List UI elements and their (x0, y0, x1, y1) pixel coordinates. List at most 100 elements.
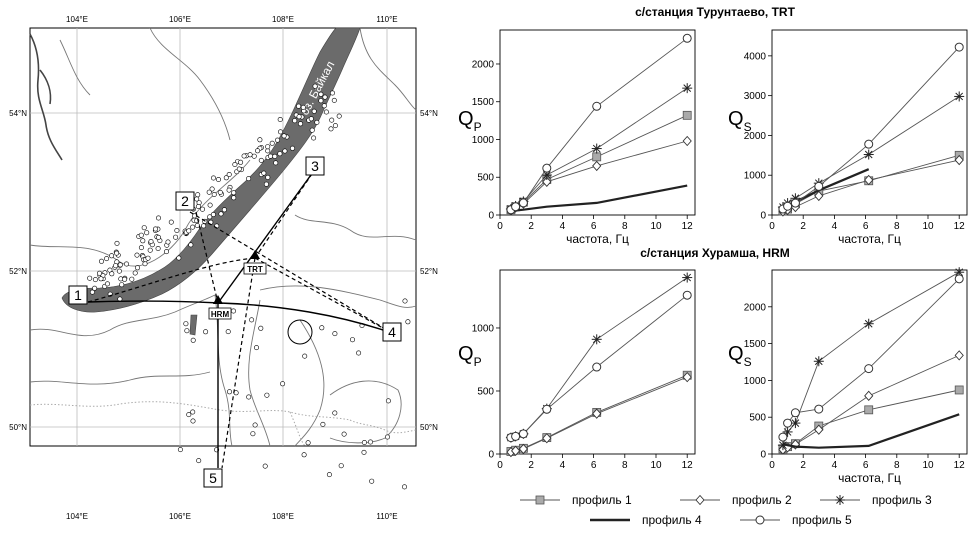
earthquake-marker (156, 215, 162, 221)
earthquake-marker (296, 103, 302, 109)
y-tick-label: 2000 (744, 131, 767, 142)
earthquake-marker (104, 256, 110, 262)
earthquake-marker (329, 117, 335, 123)
earthquake-marker (329, 90, 335, 96)
earthquake-marker (145, 255, 151, 261)
earthquake-marker (156, 234, 162, 240)
marker-circle (954, 42, 964, 52)
marker-asterisk (813, 356, 824, 367)
profile-3-line (217, 167, 317, 304)
earthquake-marker (292, 118, 298, 124)
marker-circle (518, 198, 528, 208)
earthquake-marker (336, 113, 342, 119)
earthquake-marker (223, 175, 229, 181)
lon-label-108: 108°E (272, 15, 294, 24)
marker-circle (864, 139, 874, 149)
earthquake-marker (272, 153, 278, 159)
earthquake-marker (277, 129, 283, 135)
x-tick-label: 12 (682, 221, 694, 232)
station-hrm-label: HRM (211, 310, 230, 319)
earthquake-marker (246, 394, 252, 400)
profile-number-3: 3 (311, 158, 319, 174)
earthquake-marker (217, 189, 223, 195)
earthquake-marker (226, 172, 232, 178)
profile-number-4: 4 (388, 324, 396, 340)
earthquake-marker (200, 206, 206, 212)
x-tick-label: 2 (528, 460, 534, 471)
earthquake-marker (194, 196, 200, 202)
earthquake-marker (326, 472, 332, 478)
marker-circle (783, 201, 793, 211)
legend-item: профиль 2 (680, 493, 792, 507)
marker-diamond (510, 445, 521, 457)
plot-area (499, 269, 696, 455)
profile-4-dashed (254, 257, 393, 334)
station-trt-label: TRT (247, 265, 263, 274)
marker-diamond (592, 408, 602, 419)
x-tick-label: 8 (622, 460, 628, 471)
earthquake-marker (269, 140, 275, 146)
earthquake-marker (232, 162, 238, 168)
series-markers (506, 33, 692, 215)
marker-circle (682, 33, 692, 43)
earthquake-marker (289, 145, 295, 151)
y-axis-label-sub: P (474, 355, 482, 369)
marker-circle (511, 431, 521, 441)
marker-circle (592, 362, 602, 372)
earthquake-marker (231, 308, 237, 314)
earthquake-marker (282, 148, 288, 154)
marker-circle (542, 163, 552, 173)
x-tick-label: 8 (622, 221, 628, 232)
station-trt-box (243, 262, 267, 275)
earthquake-marker (177, 447, 183, 453)
legend-label: профиль 4 (642, 513, 702, 527)
series-line (782, 413, 960, 449)
marker-circle (542, 404, 552, 414)
marker-circle (954, 274, 964, 284)
lon-label-104: 104°E (66, 15, 88, 24)
station-trt-marker (250, 250, 260, 259)
legend-item: профиль 1 (520, 493, 632, 507)
marker-square (864, 405, 874, 415)
legend-label: профиль 2 (732, 493, 792, 507)
lat-label-52-right: 52°N (420, 267, 438, 276)
earthquake-marker (356, 350, 362, 356)
earthquake-marker (361, 449, 367, 455)
series-markers (778, 274, 964, 442)
x-tick-label: 4 (832, 460, 838, 471)
earthquake-marker (265, 144, 271, 150)
station-hrm-box (208, 307, 232, 320)
cluster-ring (287, 319, 313, 345)
x-tick-label: 6 (863, 221, 869, 232)
earthquake-marker (297, 121, 303, 127)
station-hrm-marker (213, 295, 223, 304)
earthquake-marker (257, 137, 263, 143)
earthquake-marker (109, 271, 115, 277)
earthquake-marker (261, 170, 267, 176)
earthquake-marker (122, 276, 128, 282)
x-tick-label: 0 (769, 221, 775, 232)
earthquake-marker (92, 285, 98, 291)
marker-asterisk (863, 149, 874, 160)
y-axis-label-sub: S (744, 120, 752, 134)
earthquake-marker (138, 232, 144, 238)
earthquake-marker (332, 331, 338, 337)
plot-area (499, 29, 696, 216)
earthquake-marker (113, 263, 119, 269)
y-tick-label: 0 (760, 450, 766, 461)
x-tick-label: 2 (800, 221, 806, 232)
marker-asterisk (682, 83, 693, 94)
earthquake-marker (184, 328, 190, 334)
trt-station-title: с/станция Турунтаево, TRT (635, 5, 795, 19)
x-tick-label: 2 (800, 460, 806, 471)
marker-diamond (814, 190, 824, 202)
marker-diamond (814, 424, 824, 435)
earthquake-marker (302, 353, 308, 359)
legend: профиль 1 профиль 2 профиль 3 профиль 4 проф… (520, 493, 932, 527)
earthquake-marker (190, 337, 196, 343)
x-tick-label: 4 (832, 221, 838, 232)
legend-item: профиль 3 (820, 493, 932, 507)
earthquake-marker (164, 249, 170, 255)
lon-label-108-bottom: 108°E (272, 512, 294, 521)
